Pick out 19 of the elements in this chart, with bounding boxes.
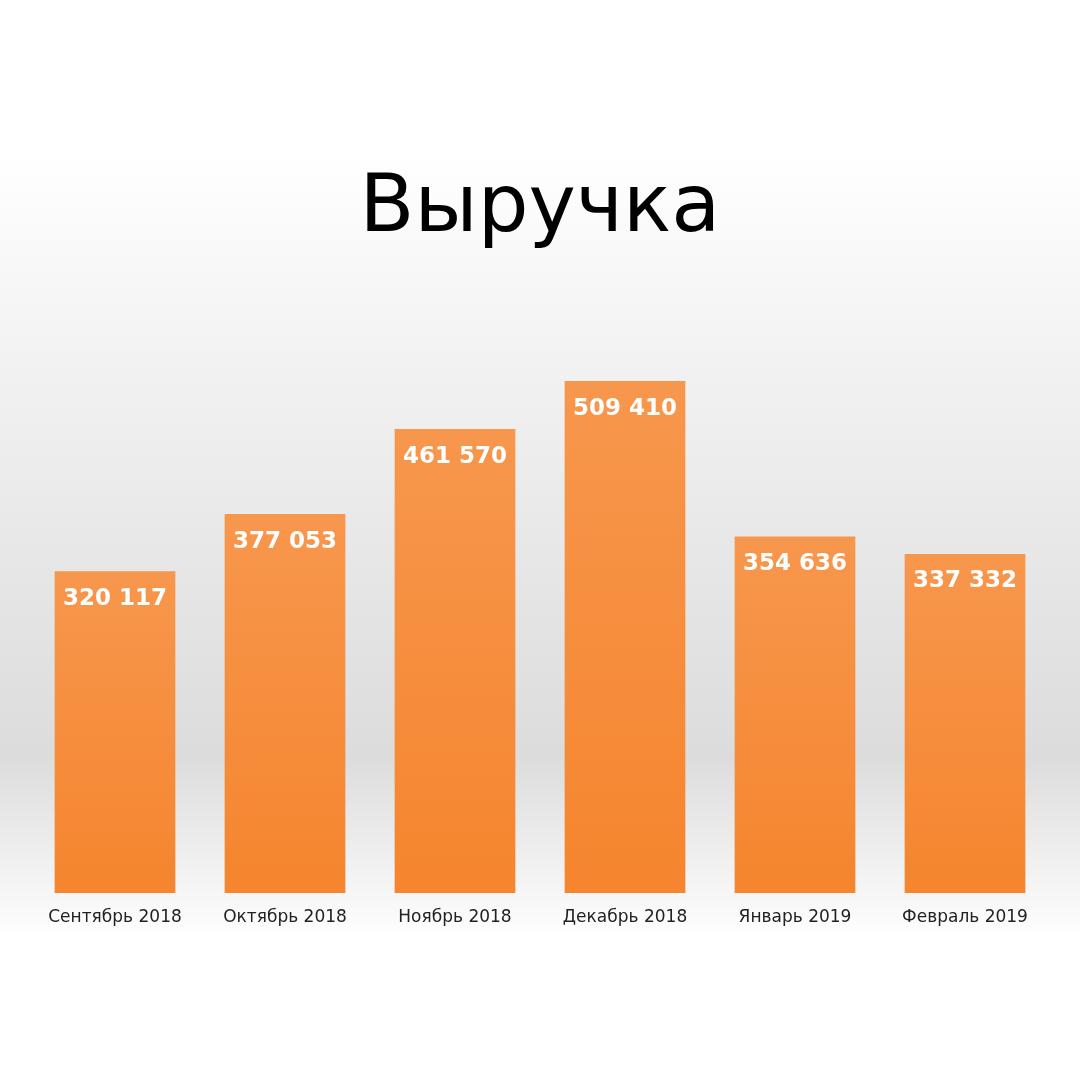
data-label: 509 410 xyxy=(572,393,678,420)
data-label: 377 053 xyxy=(232,526,338,553)
bar xyxy=(564,381,686,893)
x-tick-label: Декабрь 2018 xyxy=(562,905,688,926)
bar xyxy=(224,514,346,893)
x-tick-label: Январь 2019 xyxy=(738,905,852,926)
data-label: 337 332 xyxy=(912,566,1018,593)
data-label: 461 570 xyxy=(402,441,508,468)
x-tick-label: Октябрь 2018 xyxy=(223,905,347,926)
chart-title: Выручка xyxy=(359,156,721,250)
bar xyxy=(394,429,516,893)
bar xyxy=(734,536,856,893)
bar xyxy=(904,553,1026,893)
x-tick-label: Сентябрь 2018 xyxy=(48,905,182,926)
x-tick-label: Ноябрь 2018 xyxy=(398,905,512,926)
x-tick-label: Февраль 2019 xyxy=(902,905,1028,926)
data-label: 354 636 xyxy=(742,549,848,576)
data-label: 320 117 xyxy=(62,583,168,610)
bar xyxy=(54,571,176,893)
